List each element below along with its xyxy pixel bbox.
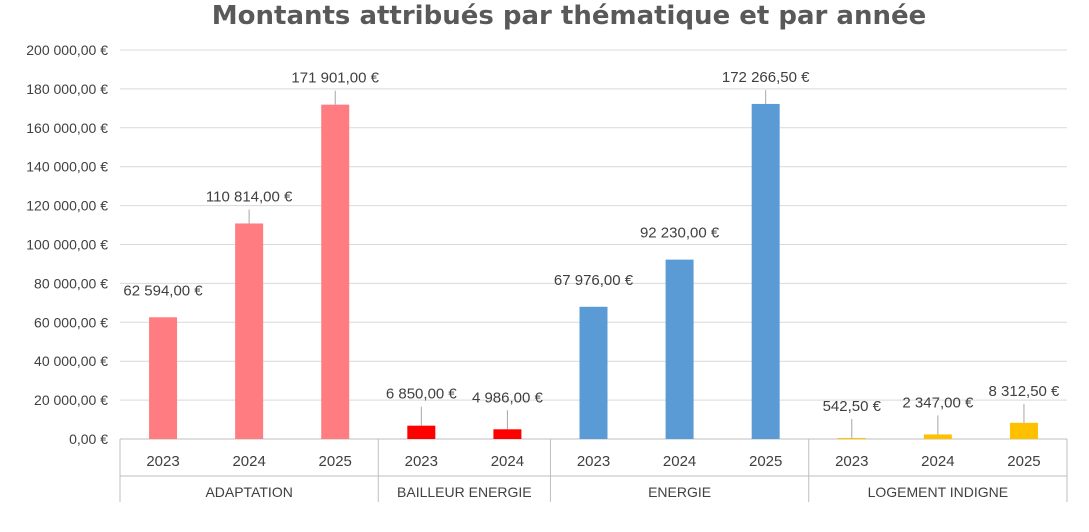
bar-logement-indigne-2024 (923, 434, 952, 439)
bar-logement-indigne-2025 (1009, 422, 1038, 439)
bar-bailleur-energie-2023 (407, 425, 436, 439)
x-tick-label-year: 2025 (319, 453, 352, 470)
x-tick-label-year: 2023 (835, 453, 868, 470)
data-label: 110 814,00 € (206, 188, 293, 205)
bar-energie-2024 (665, 259, 694, 439)
data-label: 2 347,00 € (902, 394, 974, 411)
x-tick-label-year: 2024 (663, 453, 696, 470)
x-group-label: ENERGIE (648, 484, 711, 500)
bar-bailleur-energie-2024 (493, 429, 522, 439)
x-tick-label-year: 2024 (491, 453, 524, 470)
x-tick-label-year: 2024 (921, 453, 954, 470)
y-tick-label: 200 000,00 € (26, 42, 108, 58)
y-tick-label: 40 000,00 € (34, 353, 108, 369)
x-group-label: ADAPTATION (205, 484, 292, 500)
bars (149, 103, 1038, 440)
data-labels: 62 594,00 € 110 814,00 € 171 901,00 € 6 850… (123, 69, 1060, 415)
data-label: 171 901,00 € (291, 70, 379, 87)
x-tick-label-year: 2023 (405, 453, 438, 470)
data-label: 8 312,50 € (989, 383, 1061, 400)
bar-adaptation-2023 (149, 317, 178, 439)
y-tick-label: 20 000,00 € (34, 392, 108, 408)
gridlines (120, 49, 1067, 401)
data-label: 172 266,50 € (722, 69, 810, 86)
x-tick-label-year: 2025 (1007, 453, 1040, 470)
y-tick-label: 0,00 € (69, 431, 108, 447)
y-tick-label: 160 000,00 € (26, 120, 108, 136)
x-tick-label-year: 2023 (577, 453, 610, 470)
data-label: 67 976,00 € (554, 272, 634, 289)
data-label: 542,50 € (823, 398, 882, 415)
x-tick-label-year: 2024 (232, 453, 265, 470)
data-label: 4 986,00 € (472, 389, 544, 406)
y-tick-label: 60 000,00 € (34, 314, 108, 330)
bar-adaptation-2024 (235, 223, 264, 439)
bar-energie-2023 (579, 306, 608, 439)
category-axis: 2023 2024 2025 ADAPTATION 2023 2024 BAILLEUR E… (119, 438, 1068, 502)
y-tick-label: 80 000,00 € (34, 275, 108, 291)
x-tick-label-year: 2023 (146, 453, 179, 470)
x-group-label: LOGEMENT INDIGNE (868, 484, 1009, 500)
bar-logement-indigne-2023 (837, 437, 866, 439)
data-label-leader-lines (248, 89, 1025, 438)
bar-energie-2025 (751, 103, 780, 440)
data-label: 92 230,00 € (640, 225, 720, 242)
y-tick-label: 100 000,00 € (26, 237, 108, 253)
y-axis-tick-labels: 0,00 € 20 000,00 € 40 000,00 € 60 000,00 € 8… (26, 42, 108, 447)
x-tick-label-year: 2025 (749, 453, 782, 470)
chart-title: Montants attribués par thématique et par… (212, 1, 926, 31)
y-tick-label: 140 000,00 € (26, 159, 108, 175)
data-label: 62 594,00 € (123, 282, 203, 299)
x-group-label: BAILLEUR ENERGIE (397, 484, 532, 500)
bar-adaptation-2025 (321, 104, 350, 439)
data-label: 6 850,00 € (386, 386, 458, 403)
y-tick-label: 120 000,00 € (26, 198, 108, 214)
y-tick-label: 180 000,00 € (26, 81, 108, 97)
